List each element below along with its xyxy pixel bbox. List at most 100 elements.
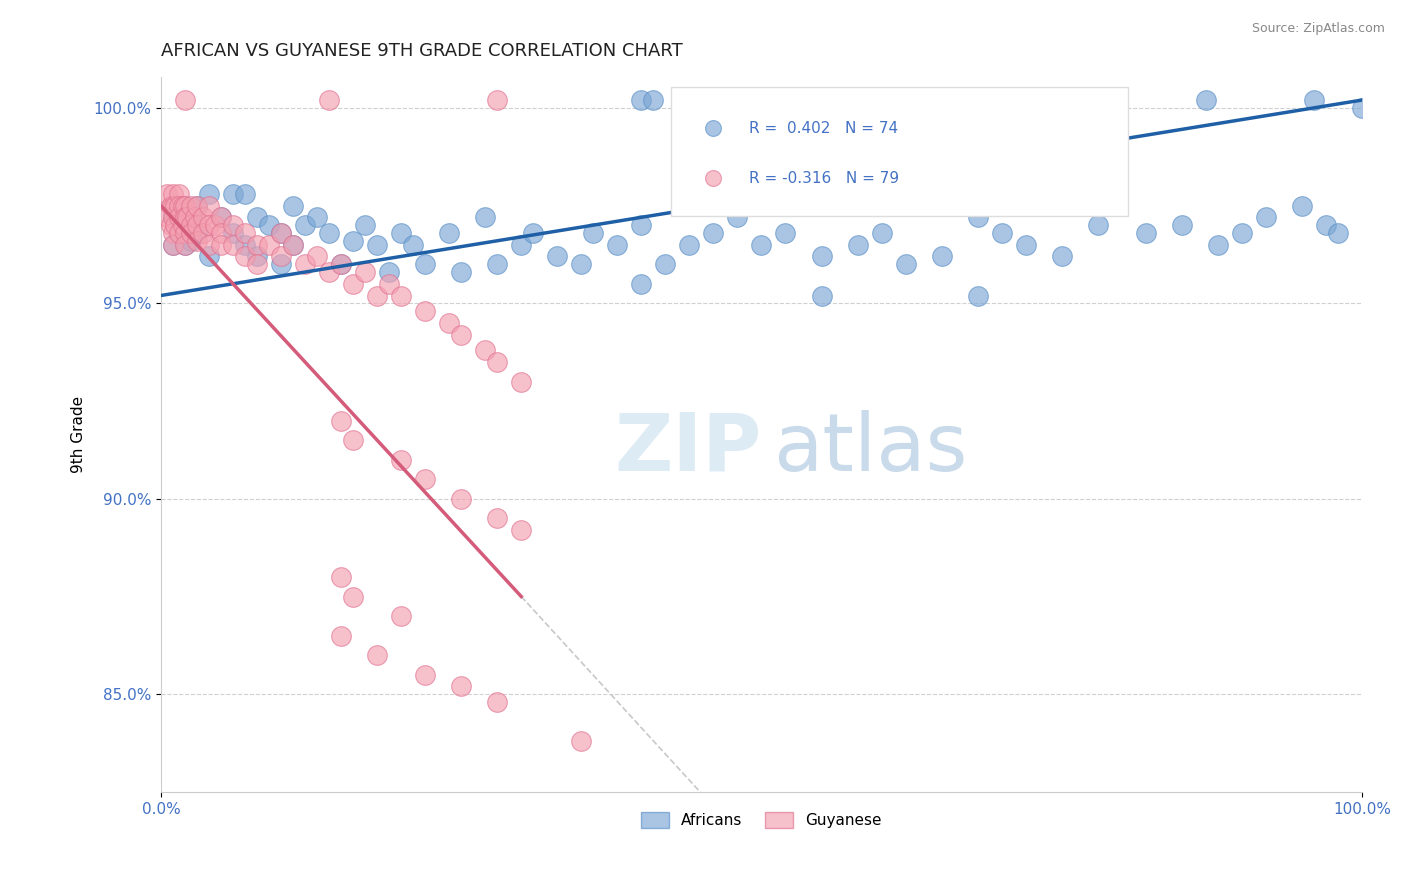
Point [257, 218, 280, 232]
Point [810, 288, 832, 302]
Point [167, 198, 190, 212]
Point [486, 695, 509, 709]
Point [167, 226, 190, 240]
Point [389, 452, 412, 467]
Point [437, 226, 460, 240]
Point [751, 237, 773, 252]
Point [582, 226, 605, 240]
Point [162, 226, 184, 240]
Point [1015, 237, 1038, 252]
Point [186, 234, 208, 248]
Legend: Africans, Guyanese: Africans, Guyanese [636, 806, 887, 834]
Point [450, 491, 472, 506]
Point [330, 629, 353, 643]
Point [389, 288, 412, 302]
Point [162, 198, 184, 212]
Point [366, 648, 388, 662]
Point [342, 590, 364, 604]
Point [654, 257, 676, 271]
Point [1351, 101, 1374, 115]
Point [176, 211, 198, 225]
Point [186, 226, 208, 240]
Point [413, 257, 436, 271]
Point [474, 211, 496, 225]
Point [1195, 93, 1218, 107]
Point [413, 472, 436, 486]
Point [330, 570, 353, 584]
Point [1087, 93, 1109, 107]
Point [294, 218, 316, 232]
Point [931, 249, 953, 263]
Point [167, 186, 190, 201]
Point [294, 257, 316, 271]
Point [233, 237, 256, 252]
Point [270, 226, 292, 240]
Point [198, 249, 221, 263]
Point [162, 237, 184, 252]
Point [1327, 226, 1350, 240]
Point [823, 93, 845, 107]
Point [330, 414, 353, 428]
Text: R =  0.402   N = 74: R = 0.402 N = 74 [749, 120, 898, 136]
Point [191, 226, 214, 240]
Point [233, 186, 256, 201]
Point [810, 249, 832, 263]
Point [389, 609, 412, 624]
Point [204, 218, 226, 232]
Point [413, 667, 436, 681]
Point [342, 433, 364, 447]
Point [159, 198, 181, 212]
Point [330, 257, 353, 271]
Point [1171, 218, 1194, 232]
Point [378, 277, 401, 291]
Point [233, 249, 256, 263]
Point [389, 226, 412, 240]
Point [159, 218, 181, 232]
Point [198, 186, 221, 201]
Point [630, 93, 652, 107]
Point [990, 226, 1012, 240]
Point [966, 211, 988, 225]
Point [606, 237, 628, 252]
Point [966, 93, 988, 107]
Point [979, 93, 1001, 107]
Point [165, 218, 187, 232]
Point [450, 680, 472, 694]
Point [330, 257, 353, 271]
Point [172, 198, 194, 212]
Point [270, 226, 292, 240]
Point [1135, 226, 1157, 240]
Point [702, 226, 724, 240]
Point [354, 218, 377, 232]
Point [162, 237, 184, 252]
Point [209, 211, 232, 225]
Point [402, 237, 425, 252]
Point [318, 226, 340, 240]
Y-axis label: 9th Grade: 9th Grade [72, 396, 86, 473]
Point [281, 237, 304, 252]
Point [162, 211, 184, 225]
Point [209, 237, 232, 252]
Point [870, 226, 893, 240]
Point [775, 226, 797, 240]
Point [1315, 218, 1337, 232]
Point [413, 304, 436, 318]
Point [246, 249, 269, 263]
Text: atlas: atlas [773, 409, 967, 488]
Point [510, 237, 533, 252]
Point [1303, 93, 1326, 107]
Point [1230, 226, 1253, 240]
Point [222, 226, 245, 240]
Point [162, 186, 184, 201]
Point [318, 265, 340, 279]
Point [725, 211, 748, 225]
Point [546, 249, 568, 263]
Point [162, 211, 184, 225]
Point [846, 237, 869, 252]
Point [198, 237, 221, 252]
Point [1087, 218, 1109, 232]
Point [174, 198, 197, 212]
Point [209, 211, 232, 225]
Point [174, 226, 197, 240]
Point [174, 198, 197, 212]
